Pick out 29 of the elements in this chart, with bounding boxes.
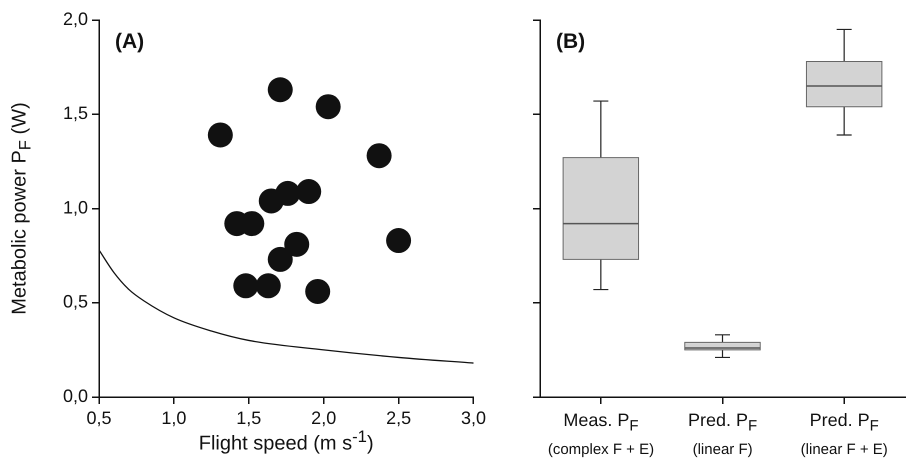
- x-tick-label: Meas. P$_{F}$ (complex F + E): [548, 409, 654, 460]
- point: [296, 179, 322, 204]
- x-axis-title: Flight speed (m s$^{-1}$): [198, 427, 374, 456]
- point: [366, 143, 392, 168]
- x-tick-label: Pred. P$_{F}$ (linear F): [688, 409, 758, 460]
- y-tick-label: 0,5: [62, 292, 88, 312]
- point: [268, 77, 293, 102]
- x-tick-label: 1,0: [161, 408, 186, 428]
- point: [305, 278, 330, 304]
- point: [208, 122, 233, 148]
- y-tick-label: 1,0: [62, 197, 88, 218]
- text: (B): [556, 30, 586, 54]
- x-tick-label: 1,5: [236, 408, 262, 428]
- point: [386, 228, 412, 254]
- y-tick-label: 0,0: [62, 386, 88, 406]
- x-tick-label: 0,5: [86, 408, 112, 428]
- y-tick-label: 1,5: [62, 103, 88, 124]
- point: [256, 273, 281, 298]
- x-tick-label: 2,0: [311, 408, 336, 428]
- point: [233, 273, 258, 298]
- x-tick-label: Pred. P$_{F}$ (linear F + E): [800, 409, 888, 460]
- text: (A): [115, 30, 144, 54]
- point: [316, 94, 341, 120]
- point: [275, 180, 300, 206]
- point: [284, 232, 310, 257]
- point: [268, 246, 293, 272]
- x-tick-label: 2,5: [386, 408, 412, 428]
- y-tick-label: 2,0: [62, 8, 88, 29]
- x-tick-label: 3,0: [460, 408, 486, 428]
